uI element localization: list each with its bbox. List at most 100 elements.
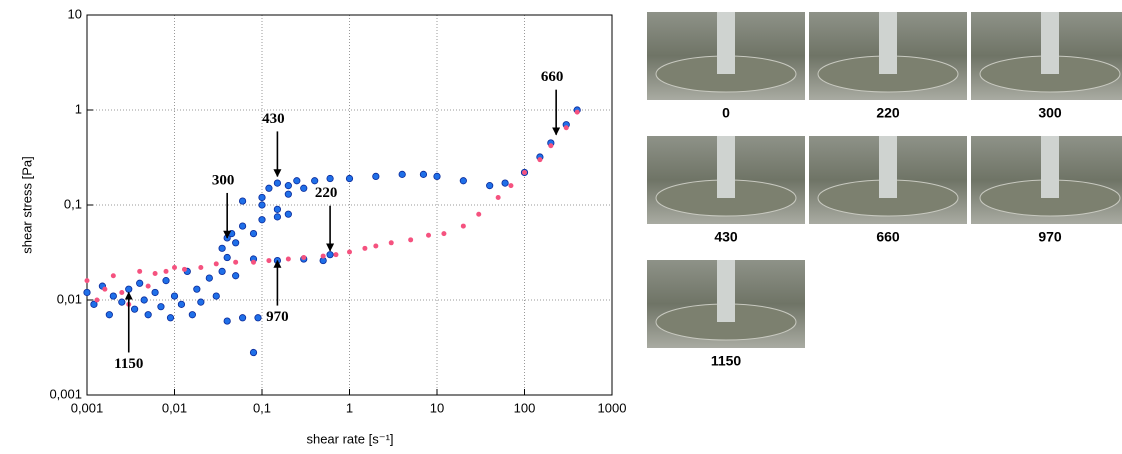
data-point	[125, 285, 133, 293]
data-point	[426, 232, 432, 238]
x-tick-label: 10	[430, 400, 444, 415]
data-point	[265, 184, 273, 192]
data-point	[347, 249, 352, 255]
data-point	[441, 231, 447, 237]
data-point	[326, 174, 334, 183]
data-point	[166, 314, 175, 322]
data-point	[273, 179, 282, 187]
data-point	[233, 259, 239, 265]
annotation-label: 660	[541, 69, 564, 85]
data-point	[228, 229, 236, 238]
data-point	[373, 243, 379, 249]
data-point	[254, 314, 262, 322]
data-point	[213, 261, 219, 267]
data-point	[563, 125, 569, 131]
photo-label: 660	[876, 229, 900, 245]
data-point	[157, 303, 165, 311]
data-point	[293, 177, 301, 185]
data-point	[333, 252, 339, 258]
data-point	[223, 317, 231, 325]
data-point	[476, 211, 482, 217]
photo-label: 220	[876, 105, 900, 121]
photo-label: 1150	[711, 353, 742, 369]
annotation-label: 1150	[114, 356, 143, 372]
data-point	[273, 213, 282, 221]
data-point	[460, 223, 466, 229]
data-point	[193, 285, 201, 293]
y-tick-label: 10	[68, 6, 82, 21]
data-point	[162, 277, 170, 285]
data-point	[273, 205, 282, 213]
data-point	[151, 288, 159, 297]
data-point	[537, 157, 543, 163]
data-point	[119, 289, 125, 295]
data-point	[238, 222, 247, 230]
data-point	[170, 292, 179, 300]
y-axis-label: shear stress [Pa]	[19, 156, 34, 254]
annotation-label: 300	[212, 172, 235, 188]
data-point	[459, 177, 467, 185]
data-point	[495, 194, 501, 200]
data-point	[152, 271, 158, 277]
data-point	[238, 314, 247, 322]
photo-label: 0	[722, 105, 730, 121]
photo-spindle	[1041, 136, 1059, 198]
data-point	[83, 288, 91, 297]
photo-spindle	[717, 136, 735, 198]
data-point	[266, 258, 272, 264]
photo-spindle	[717, 260, 735, 322]
photo-spindle	[717, 12, 735, 74]
data-point	[508, 183, 514, 189]
data-point	[301, 255, 307, 261]
x-tick-label: 0,001	[71, 400, 104, 415]
data-point	[232, 239, 240, 247]
data-point	[172, 264, 177, 270]
data-point	[223, 253, 231, 262]
data-point	[218, 267, 226, 276]
data-point	[251, 259, 257, 265]
data-point	[131, 305, 139, 313]
x-tick-label: 0,1	[253, 400, 271, 415]
data-point	[198, 264, 204, 270]
data-point	[284, 210, 292, 218]
y-tick-label: 0,01	[57, 291, 82, 306]
data-point	[118, 298, 126, 306]
data-point	[105, 311, 113, 319]
annotation-label: 430	[262, 111, 285, 127]
data-point	[398, 170, 406, 178]
x-tick-label: 1	[346, 400, 353, 415]
data-point	[300, 184, 308, 192]
plot-frame	[86, 14, 613, 396]
data-point	[320, 253, 326, 259]
data-point	[284, 190, 292, 198]
data-point	[136, 279, 144, 287]
data-point	[90, 300, 98, 308]
data-point	[197, 298, 205, 306]
data-point	[362, 245, 368, 251]
data-point	[258, 193, 266, 202]
x-axis-label: shear rate [s⁻¹]	[306, 431, 393, 446]
photo-label: 970	[1038, 229, 1062, 245]
data-point	[258, 216, 266, 224]
data-point	[232, 272, 240, 280]
data-point	[574, 109, 580, 115]
x-tick-label: 100	[514, 400, 536, 415]
x-tick-label: 1000	[598, 400, 627, 415]
data-point	[249, 348, 258, 357]
data-point	[181, 266, 187, 272]
photo-spindle	[879, 136, 897, 198]
annotation-label: 220	[315, 185, 338, 201]
data-point	[249, 229, 258, 238]
data-point	[345, 174, 354, 183]
data-point	[548, 143, 554, 149]
data-point	[238, 197, 247, 205]
data-point	[388, 240, 394, 246]
data-point	[284, 182, 292, 190]
annotation-label: 970	[266, 309, 289, 325]
data-point	[408, 237, 414, 243]
data-point	[372, 172, 380, 181]
data-point	[144, 311, 152, 319]
data-point	[177, 300, 186, 308]
